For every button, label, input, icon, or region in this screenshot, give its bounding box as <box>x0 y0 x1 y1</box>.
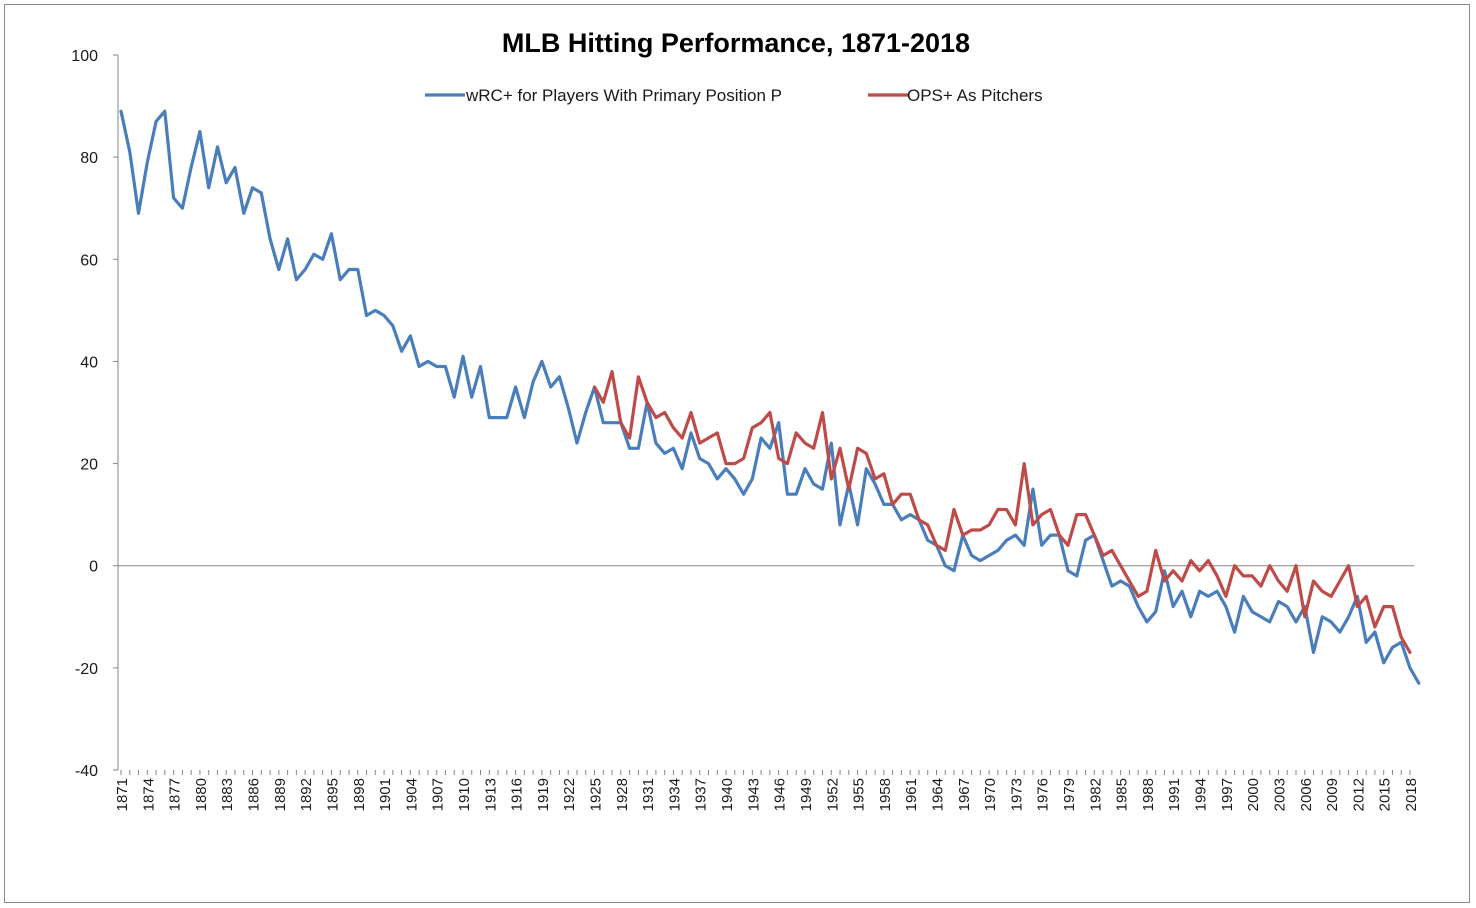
x-tick-label: 1919 <box>535 778 552 811</box>
legend-label: OPS+ As Pitchers <box>907 86 1043 105</box>
y-tick-label: 60 <box>80 252 98 269</box>
y-tick-label: -40 <box>75 763 98 780</box>
y-tick-label: 40 <box>80 354 98 371</box>
x-tick-label: 2009 <box>1324 778 1341 811</box>
x-tick-label: 1973 <box>1008 778 1025 811</box>
x-tick-label: 1916 <box>509 778 526 811</box>
x-tick-label: 2018 <box>1403 778 1420 811</box>
x-tick-label: 1904 <box>403 778 420 811</box>
x-tick-label: 2006 <box>1298 778 1315 811</box>
series-line-ops-plus <box>592 370 1412 655</box>
x-tick-label: 1943 <box>745 778 762 811</box>
x-tick-label: 1994 <box>1193 778 1210 811</box>
y-axis-ticks: 100 80 60 40 20 0 -20 -40 <box>71 48 118 780</box>
x-tick-label: 2012 <box>1350 778 1367 811</box>
x-tick-label: 1982 <box>1087 778 1104 811</box>
x-tick-label: 1871 <box>114 778 131 811</box>
x-tick-label: 2000 <box>1245 778 1262 811</box>
x-tick-label: 1955 <box>851 778 868 811</box>
x-tick-label: 1940 <box>719 778 736 811</box>
x-tick-label: 1967 <box>956 778 973 811</box>
x-tick-label: 1949 <box>798 778 815 811</box>
x-tick-label: 2003 <box>1271 778 1288 811</box>
y-tick-label: -20 <box>75 661 98 678</box>
x-tick-label: 1898 <box>351 778 368 811</box>
x-axis-ticks: 1871 1874 1877 1880 1883 1886 1889 1892 1895 1898… <box>114 770 1420 811</box>
x-tick-label: 1997 <box>1219 778 1236 811</box>
x-tick-label: 1913 <box>482 778 499 811</box>
x-tick-label: 1988 <box>1140 778 1157 811</box>
x-tick-label: 1979 <box>1061 778 1078 811</box>
x-tick-label: 1985 <box>1114 778 1131 811</box>
y-tick-label: 20 <box>80 457 98 474</box>
x-tick-label: 1895 <box>324 778 341 811</box>
x-tick-label: 1934 <box>666 778 683 811</box>
x-tick-label: 1889 <box>272 778 289 811</box>
y-tick-label: 100 <box>71 48 98 65</box>
axes <box>117 55 1414 770</box>
x-tick-label: 1910 <box>456 778 473 811</box>
x-tick-label: 1961 <box>903 778 920 811</box>
x-tick-label: 1970 <box>982 778 999 811</box>
x-tick-label: 1952 <box>824 778 841 811</box>
legend: wRC+ for Players With Primary Position P… <box>425 86 1043 105</box>
x-tick-label: 1883 <box>219 778 236 811</box>
x-tick-label: 1976 <box>1035 778 1052 811</box>
x-tick-label: 1964 <box>929 778 946 811</box>
x-tick-label: 1937 <box>693 778 710 811</box>
x-tick-label: 2015 <box>1377 778 1394 811</box>
series-line-wrc-plus <box>119 109 1421 685</box>
x-tick-label: 1901 <box>377 778 394 811</box>
series-lines <box>119 109 1421 685</box>
x-tick-label: 1880 <box>193 778 210 811</box>
x-tick-label: 1892 <box>298 778 315 811</box>
x-tick-label: 1922 <box>561 778 578 811</box>
chart-frame <box>4 4 1470 903</box>
x-tick-label: 1958 <box>877 778 894 811</box>
legend-label: wRC+ for Players With Primary Position P <box>465 86 782 105</box>
x-tick-label: 1928 <box>614 778 631 811</box>
x-tick-label: 1991 <box>1166 778 1183 811</box>
x-tick-label: 1874 <box>140 778 157 811</box>
x-tick-label: 1946 <box>772 778 789 811</box>
y-tick-label: 0 <box>89 559 98 576</box>
x-tick-label: 1877 <box>167 778 184 811</box>
x-tick-label: 1907 <box>430 778 447 811</box>
y-tick-label: 80 <box>80 150 98 167</box>
x-tick-label: 1886 <box>246 778 263 811</box>
chart-title: MLB Hitting Performance, 1871-2018 <box>502 28 970 58</box>
x-tick-label: 1931 <box>640 778 657 811</box>
x-tick-label: 1925 <box>588 778 605 811</box>
